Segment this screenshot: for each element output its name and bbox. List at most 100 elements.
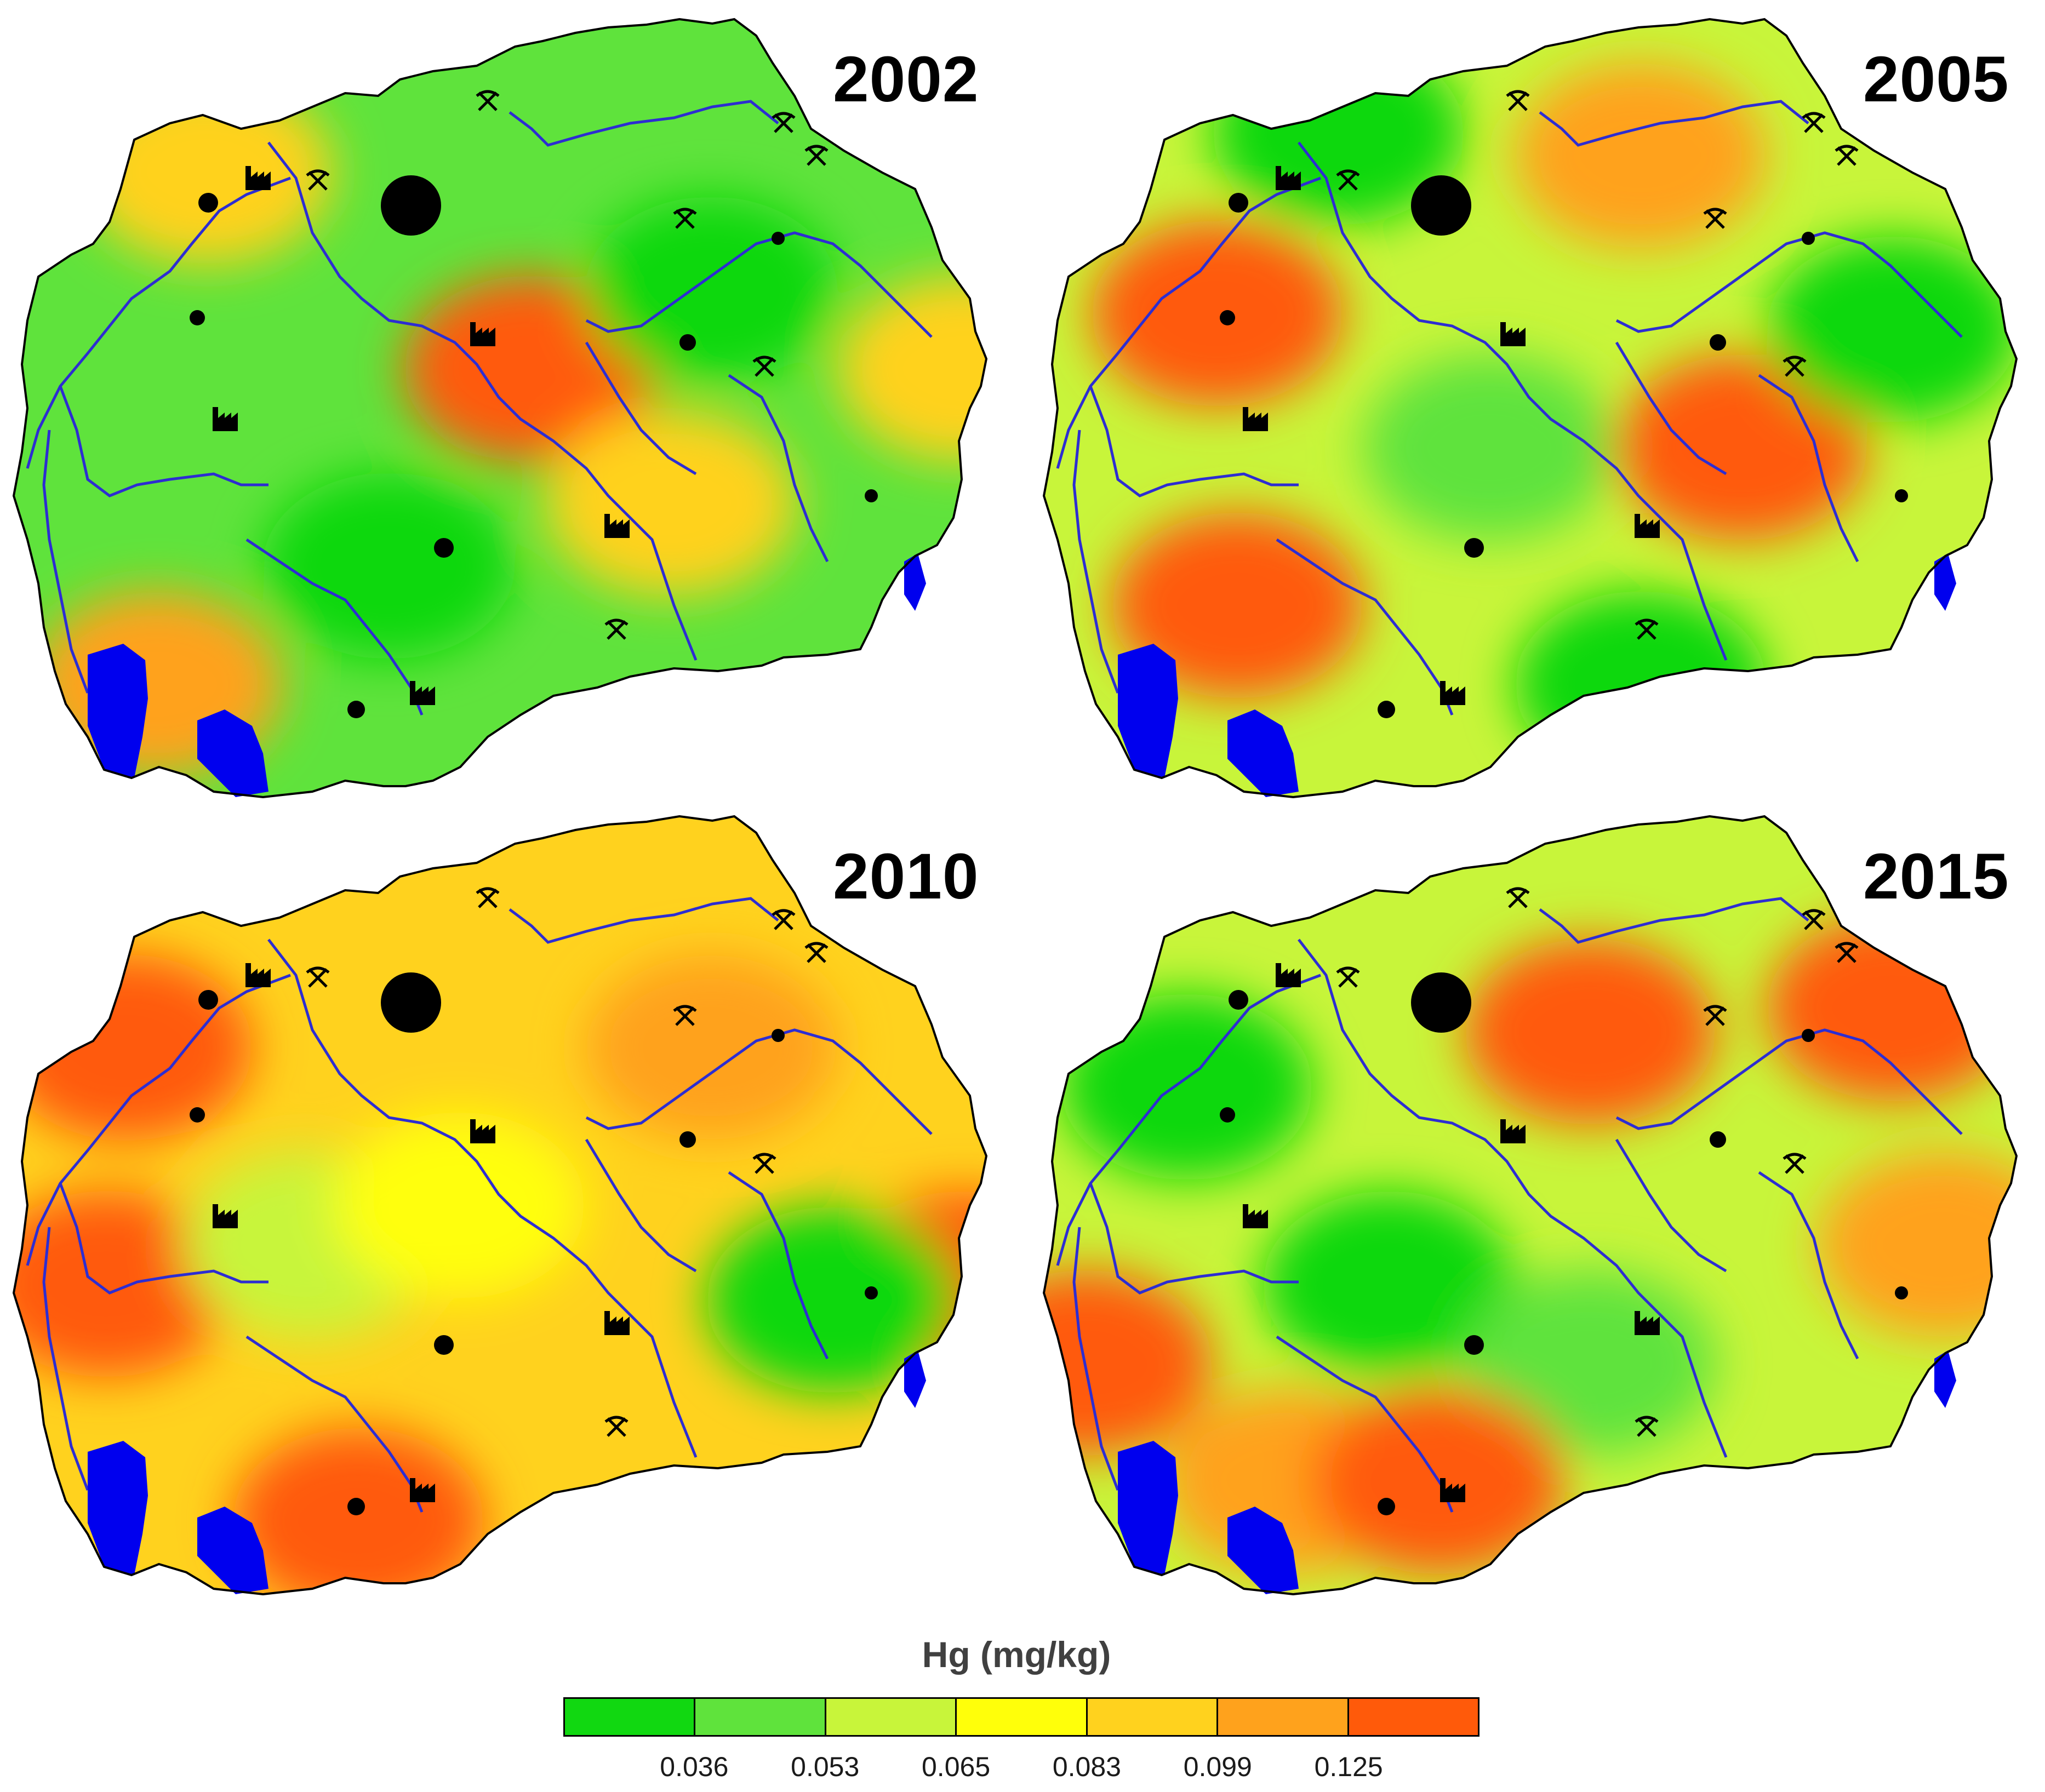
concentration-zone <box>1615 354 1867 541</box>
map-panel-2002: 2002 <box>5 14 1014 803</box>
map-panel-2010: 2010 <box>5 811 1014 1600</box>
mine-icon <box>752 356 776 377</box>
map-2015 <box>1042 815 2018 1596</box>
river <box>26 176 291 469</box>
hg-surface <box>14 816 986 1594</box>
urban-area-icon <box>1411 175 1471 236</box>
river <box>42 1227 89 1491</box>
factory-icon <box>213 1204 238 1228</box>
urban-area-icon <box>865 489 878 502</box>
concentration-zone <box>1061 994 1313 1180</box>
concentration-zone <box>1263 1191 1515 1377</box>
river <box>1072 1227 1119 1491</box>
hg-surface <box>1044 816 2017 1594</box>
mine-icon <box>604 1416 629 1437</box>
urban-area-icon <box>1802 1029 1815 1042</box>
factory-icon <box>1635 1311 1660 1335</box>
factory-icon <box>1440 1478 1465 1502</box>
lake <box>88 644 148 778</box>
factory-icon <box>1243 1204 1268 1228</box>
year-label-2005: 2005 <box>1863 43 2009 116</box>
urban-area-icon <box>772 232 785 245</box>
mine-icon <box>1802 909 1826 930</box>
mine-icon <box>772 909 796 930</box>
legend-swatch <box>957 1699 1088 1735</box>
factory-icon <box>604 1311 630 1335</box>
legend-break-label: 0.125 <box>1314 1751 1383 1782</box>
mine-icon <box>752 1153 776 1174</box>
urban-area-icon <box>679 334 696 351</box>
mine-icon <box>1336 169 1360 191</box>
mine-icon <box>306 966 330 988</box>
map-2002 <box>12 18 988 799</box>
legend-break-label: 0.099 <box>1183 1751 1252 1782</box>
legend-swatch <box>695 1699 826 1735</box>
map-2005 <box>1042 18 2018 799</box>
lake <box>1227 1507 1299 1594</box>
river <box>728 374 829 563</box>
urban-area-icon <box>190 1107 205 1123</box>
mine-icon <box>604 619 629 640</box>
legend-swatch <box>1349 1699 1478 1735</box>
mine-icon <box>306 169 330 191</box>
river <box>585 341 697 476</box>
hg-surface <box>1044 19 2017 797</box>
factory-icon <box>604 514 630 538</box>
mine-icon <box>1802 112 1826 133</box>
concentration-zone <box>1767 915 2017 1101</box>
concentration-zone <box>837 276 986 462</box>
legend-break-label: 0.065 <box>922 1751 991 1782</box>
mine-icon <box>772 112 796 133</box>
river <box>509 100 779 147</box>
factory-icon <box>245 963 271 987</box>
mine-icon <box>1703 1005 1727 1026</box>
urban-area-icon <box>1895 489 1908 502</box>
country-border <box>12 815 988 1596</box>
river <box>1072 430 1119 694</box>
factory-icon <box>410 681 435 705</box>
river <box>26 974 291 1266</box>
urban-area-icon <box>198 193 218 213</box>
urban-area-icon <box>381 175 441 236</box>
urban-area-icon <box>1895 1286 1908 1299</box>
concentration-zone <box>706 1206 958 1393</box>
hg-surface <box>14 19 986 797</box>
mine-icon <box>1336 966 1360 988</box>
urban-area-icon <box>190 310 205 325</box>
concentration-zone <box>585 954 837 1141</box>
river <box>1615 1138 1727 1273</box>
urban-area-icon <box>347 701 365 718</box>
mine-icon <box>476 887 500 908</box>
lake <box>1934 553 1956 611</box>
urban-area-icon <box>381 972 441 1033</box>
concentration-zone <box>1464 938 1716 1125</box>
urban-area-icon <box>347 1498 365 1515</box>
mine-icon <box>673 1005 697 1026</box>
river <box>1056 176 1321 469</box>
map-panel-2005: 2005 <box>1036 14 2044 803</box>
country-border <box>1042 18 2018 799</box>
lake <box>904 1350 926 1408</box>
mine-icon <box>804 942 829 963</box>
year-label-2015: 2015 <box>1863 840 2009 913</box>
lake <box>1227 709 1299 797</box>
lake <box>904 553 926 611</box>
legend-color-bar <box>563 1697 1480 1737</box>
legend-break-label: 0.036 <box>660 1751 729 1782</box>
river <box>59 1183 269 1295</box>
urban-area-icon <box>1411 972 1471 1033</box>
river <box>509 897 779 944</box>
river <box>59 386 269 497</box>
concentration-zone <box>333 1112 585 1298</box>
urban-area-icon <box>1464 538 1484 558</box>
concentration-zone <box>81 78 333 265</box>
lake <box>197 709 269 797</box>
mine-icon <box>1635 1416 1659 1437</box>
map-2010 <box>12 815 988 1596</box>
factory-icon <box>470 1119 495 1143</box>
factory-icon <box>1276 963 1301 987</box>
urban-area-icon <box>1710 1131 1726 1148</box>
factory-icon <box>1500 322 1526 346</box>
urban-area-icon <box>198 990 218 1010</box>
river <box>1089 1183 1299 1295</box>
